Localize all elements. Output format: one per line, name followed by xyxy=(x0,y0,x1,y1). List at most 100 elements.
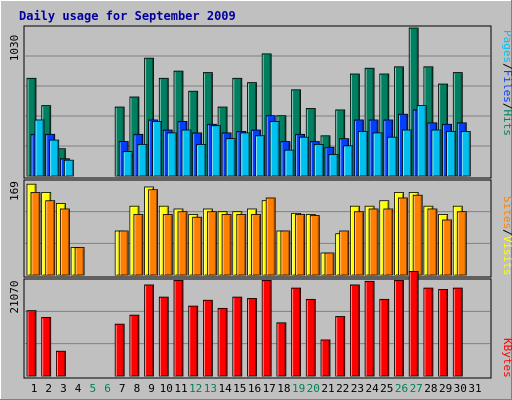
x-tick-label: 14 xyxy=(218,382,232,395)
kbytes-kbytes-bar xyxy=(349,284,360,377)
hits-legend-part: Files xyxy=(501,70,512,103)
x-tick-label: 3 xyxy=(60,382,67,395)
kbytes-kbytes-bar xyxy=(188,305,199,377)
hits-pages-bar xyxy=(152,120,163,177)
hits-pages-bar xyxy=(328,154,339,177)
visits-sites-bar xyxy=(427,208,438,276)
hits-legend-part: / xyxy=(501,103,512,110)
kbytes-legend: KBytes xyxy=(501,338,512,378)
hits-pages-bar xyxy=(49,139,60,177)
kbytes-kbytes-bar xyxy=(408,270,419,377)
visits-legend-part: Sites xyxy=(501,196,512,229)
x-tick-label: 19 xyxy=(292,382,305,395)
x-tick-label: 6 xyxy=(104,382,111,395)
hits-pages-bar xyxy=(122,151,133,177)
x-tick-label: 28 xyxy=(424,382,437,395)
kbytes-kbytes-bar xyxy=(423,287,434,377)
visits-sites-bar xyxy=(251,214,261,276)
visits-sites-bar xyxy=(118,230,129,276)
hits-pages-bar xyxy=(34,119,45,177)
kbytes-kbytes-bar xyxy=(305,298,316,377)
hits-pages-bar xyxy=(196,143,207,177)
hits-pages-bar xyxy=(343,145,354,177)
visits-sites-bar xyxy=(398,197,408,276)
kbytes-kbytes-bar xyxy=(129,314,140,377)
visits-sites-bar xyxy=(456,211,467,276)
kbytes-kbytes-bar xyxy=(379,298,390,377)
hits-legend: Pages/Files/Hits xyxy=(501,30,512,136)
x-tick-label: 5 xyxy=(89,382,96,395)
x-tick-label: 1 xyxy=(31,382,38,395)
kbytes-kbytes-bar xyxy=(173,280,184,377)
hits-pages-bar xyxy=(313,143,324,177)
x-tick-label: 27 xyxy=(410,382,423,395)
kbytes-kbytes-bar xyxy=(394,280,404,377)
hits-pages-bar xyxy=(357,131,368,177)
visits-sites-bar xyxy=(30,192,41,276)
x-tick-label: 30 xyxy=(454,382,467,395)
visits-sites-bar xyxy=(339,230,350,276)
x-tick-label: 26 xyxy=(395,382,408,395)
x-tick-label: 31 xyxy=(468,382,481,395)
hits-pages-bar xyxy=(64,159,74,177)
visits-legend-part: Visits xyxy=(501,236,512,276)
kbytes-kbytes-bar xyxy=(335,316,346,377)
x-tick-label: 13 xyxy=(204,382,217,395)
kbytes-kbytes-bar xyxy=(158,296,169,377)
hits-pages-bar xyxy=(210,125,221,177)
kbytes-kbytes-bar xyxy=(320,339,331,377)
kbytes-kbytes-bar xyxy=(41,316,52,377)
visits-sites-bar xyxy=(383,208,394,276)
visits-sites-bar xyxy=(412,194,423,276)
hits-pages-bar xyxy=(225,138,236,177)
hits-pages-bar xyxy=(446,131,457,177)
x-tick-label: 24 xyxy=(365,382,379,395)
x-tick-label: 8 xyxy=(134,382,141,395)
hits-pages-bar xyxy=(299,136,310,177)
kbytes-kbytes-bar xyxy=(114,323,125,377)
x-tick-label: 9 xyxy=(148,382,155,395)
chart-title: Daily usage for September 2009 xyxy=(19,9,236,23)
x-axis-labels: 1 2 3 4 5 6 7 8 9 10 11 12 13 14 15 16 17 18 19 20 21 22 23 24 2… xyxy=(31,382,482,395)
visits-sites-bar xyxy=(133,214,144,276)
x-tick-label: 15 xyxy=(233,382,246,395)
visits-sites-bar xyxy=(324,252,335,276)
visits-sites-bar xyxy=(177,211,188,276)
visits-sites-bar xyxy=(221,214,232,276)
x-tick-label: 22 xyxy=(336,382,349,395)
visits-sites-bar xyxy=(236,214,247,276)
visits-sites-bar xyxy=(45,200,56,276)
hits-pages-bar xyxy=(181,129,192,177)
x-tick-label: 23 xyxy=(351,382,364,395)
kbytes-kbytes-bar xyxy=(276,322,287,377)
kbytes-kbytes-bar xyxy=(291,287,302,377)
kbytes-kbytes-bar xyxy=(202,299,213,377)
hits-pages-bar xyxy=(240,132,251,177)
hits-pages-bar xyxy=(387,136,398,177)
kbytes-kbytes-bar xyxy=(364,280,375,377)
visits-sites-bar xyxy=(309,215,320,276)
visits-ymax-label: 169 xyxy=(8,181,21,201)
hits-pages-bar xyxy=(402,129,412,177)
hits-pages-bar xyxy=(416,105,427,177)
visits-sites-bar xyxy=(265,197,276,276)
kbytes-kbytes-bar xyxy=(217,307,228,377)
x-tick-label: 21 xyxy=(321,382,334,395)
x-tick-label: 10 xyxy=(160,382,173,395)
x-tick-label: 4 xyxy=(75,382,82,395)
x-tick-label: 12 xyxy=(189,382,202,395)
visits-sites-bar xyxy=(162,214,173,276)
kbytes-kbytes-bar xyxy=(261,280,272,377)
x-tick-label: 20 xyxy=(307,382,320,395)
bars xyxy=(26,27,471,377)
hits-pages-bar xyxy=(372,132,383,177)
visits-legend: Sites/Visits xyxy=(501,196,512,276)
visits-sites-bar xyxy=(295,214,306,276)
kbytes-kbytes-bar xyxy=(438,289,449,377)
hits-pages-bar xyxy=(269,120,280,177)
x-tick-label: 18 xyxy=(277,382,290,395)
kbytes-ymax-label: 21070 xyxy=(8,280,21,313)
visits-sites-bar xyxy=(280,230,291,276)
x-tick-label: 29 xyxy=(439,382,452,395)
hits-legend-part: Pages xyxy=(501,30,512,63)
